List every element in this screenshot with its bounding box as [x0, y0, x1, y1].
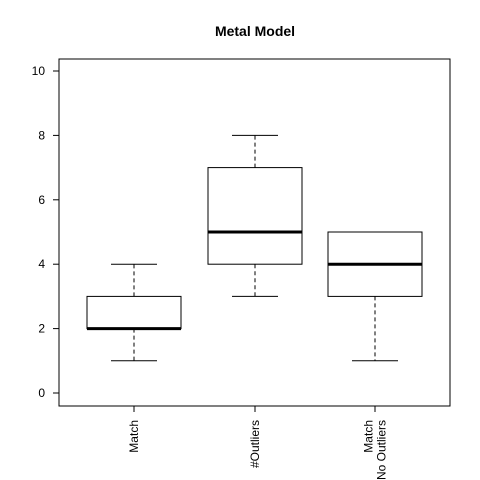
chart-title: Metal Model: [215, 23, 295, 39]
box-2: [207, 134, 303, 297]
x-tick-label: Match: [362, 420, 376, 453]
box-1: [86, 263, 182, 362]
box-3: [327, 231, 423, 362]
iqr-box: [207, 167, 303, 265]
y-tick-label: 4: [38, 257, 45, 271]
x-axis: Match #Outliers Match No Outliers: [127, 406, 389, 480]
x-tick-label: No Outliers: [375, 420, 389, 480]
y-tick-label: 2: [38, 322, 45, 336]
y-tick-label: 0: [38, 386, 45, 400]
boxes-group: [86, 134, 423, 362]
iqr-box: [86, 295, 182, 330]
y-tick-label: 8: [38, 128, 45, 142]
x-tick-label: Match: [127, 420, 141, 453]
x-tick-label: #Outliers: [248, 420, 262, 468]
y-tick-label: 6: [38, 193, 45, 207]
y-axis: 0 2 4 6 8 10: [32, 64, 59, 400]
y-tick-label: 10: [32, 64, 46, 78]
